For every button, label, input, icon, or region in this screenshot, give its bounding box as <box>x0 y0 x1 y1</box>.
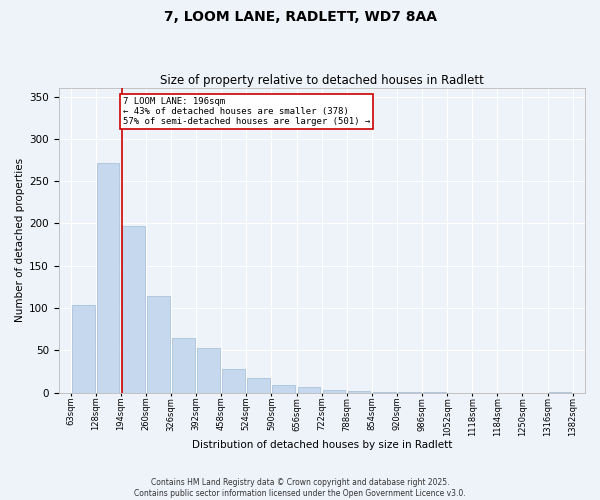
Bar <box>172 338 195 392</box>
Bar <box>72 306 95 392</box>
Bar <box>323 390 346 392</box>
Bar <box>298 386 320 392</box>
Bar <box>97 162 119 392</box>
Bar <box>348 391 370 392</box>
Bar <box>222 369 245 392</box>
Bar <box>247 378 270 392</box>
Title: Size of property relative to detached houses in Radlett: Size of property relative to detached ho… <box>160 74 484 87</box>
Y-axis label: Number of detached properties: Number of detached properties <box>15 158 25 322</box>
Bar <box>147 296 170 392</box>
Text: 7 LOOM LANE: 196sqm
← 43% of detached houses are smaller (378)
57% of semi-detac: 7 LOOM LANE: 196sqm ← 43% of detached ho… <box>123 96 370 126</box>
X-axis label: Distribution of detached houses by size in Radlett: Distribution of detached houses by size … <box>191 440 452 450</box>
Bar <box>272 385 295 392</box>
Bar <box>197 348 220 393</box>
Text: Contains HM Land Registry data © Crown copyright and database right 2025.
Contai: Contains HM Land Registry data © Crown c… <box>134 478 466 498</box>
Text: 7, LOOM LANE, RADLETT, WD7 8AA: 7, LOOM LANE, RADLETT, WD7 8AA <box>163 10 437 24</box>
Bar <box>122 226 145 392</box>
